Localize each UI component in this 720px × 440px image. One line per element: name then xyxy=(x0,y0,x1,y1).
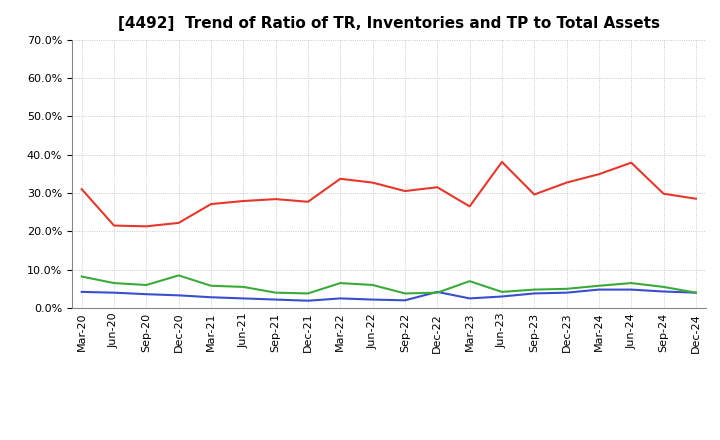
Inventories xyxy=(142,292,150,297)
Trade Receivables xyxy=(400,188,409,194)
Line: Trade Payables: Trade Payables xyxy=(81,275,696,293)
Trade Receivables xyxy=(498,159,506,165)
Trade Receivables xyxy=(562,180,571,185)
Trade Receivables xyxy=(660,191,668,196)
Trade Receivables xyxy=(77,187,86,192)
Inventories xyxy=(109,290,118,295)
Inventories xyxy=(692,290,701,295)
Trade Receivables xyxy=(336,176,345,181)
Trade Payables xyxy=(77,274,86,279)
Trade Receivables xyxy=(627,160,636,165)
Trade Payables xyxy=(562,286,571,291)
Trade Receivables xyxy=(109,223,118,228)
Trade Payables xyxy=(660,284,668,290)
Inventories xyxy=(660,289,668,294)
Trade Payables xyxy=(595,283,603,288)
Trade Payables xyxy=(109,280,118,286)
Trade Payables xyxy=(530,287,539,292)
Inventories xyxy=(595,287,603,292)
Trade Receivables xyxy=(142,224,150,229)
Trade Payables xyxy=(239,284,248,290)
Trade Receivables xyxy=(465,204,474,209)
Trade Payables xyxy=(207,283,215,288)
Trade Receivables xyxy=(174,220,183,226)
Inventories xyxy=(465,296,474,301)
Inventories xyxy=(369,297,377,302)
Line: Inventories: Inventories xyxy=(81,290,696,301)
Trade Receivables xyxy=(692,196,701,202)
Trade Payables xyxy=(369,282,377,288)
Inventories xyxy=(433,289,441,294)
Trade Receivables xyxy=(304,199,312,205)
Inventories xyxy=(304,298,312,303)
Trade Receivables xyxy=(369,180,377,185)
Trade Receivables xyxy=(530,192,539,197)
Trade Payables xyxy=(692,290,701,295)
Inventories xyxy=(530,291,539,296)
Inventories xyxy=(562,290,571,295)
Inventories xyxy=(239,296,248,301)
Inventories xyxy=(271,297,280,302)
Inventories xyxy=(77,289,86,294)
Trade Payables xyxy=(336,280,345,286)
Inventories xyxy=(400,298,409,303)
Trade Payables xyxy=(304,291,312,296)
Line: Trade Receivables: Trade Receivables xyxy=(81,162,696,226)
Trade Receivables xyxy=(595,172,603,177)
Trade Payables xyxy=(174,273,183,278)
Trade Payables xyxy=(400,291,409,296)
Inventories xyxy=(336,296,345,301)
Trade Payables xyxy=(627,280,636,286)
Trade Payables xyxy=(433,290,441,295)
Title: [4492]  Trend of Ratio of TR, Inventories and TP to Total Assets: [4492] Trend of Ratio of TR, Inventories… xyxy=(118,16,660,32)
Inventories xyxy=(498,294,506,299)
Trade Payables xyxy=(271,290,280,295)
Trade Receivables xyxy=(433,185,441,190)
Trade Payables xyxy=(465,279,474,284)
Trade Receivables xyxy=(207,202,215,207)
Trade Receivables xyxy=(239,198,248,204)
Inventories xyxy=(207,295,215,300)
Inventories xyxy=(174,293,183,298)
Trade Payables xyxy=(142,282,150,288)
Trade Receivables xyxy=(271,197,280,202)
Inventories xyxy=(627,287,636,292)
Trade Payables xyxy=(498,289,506,294)
